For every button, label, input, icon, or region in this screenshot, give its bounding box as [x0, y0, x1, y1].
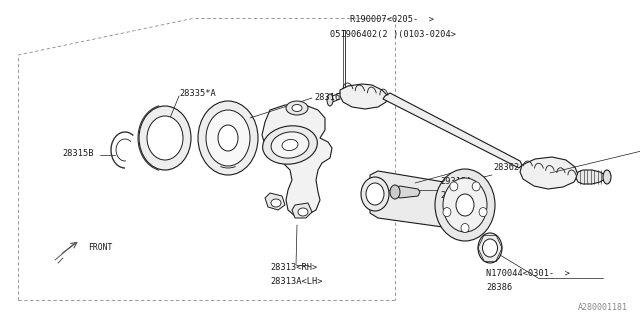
- Text: FRONT: FRONT: [88, 244, 113, 252]
- Ellipse shape: [479, 208, 487, 217]
- Text: 28315B: 28315B: [62, 149, 93, 158]
- Ellipse shape: [271, 199, 281, 207]
- Ellipse shape: [456, 194, 474, 216]
- Ellipse shape: [262, 126, 317, 164]
- Polygon shape: [520, 157, 578, 189]
- Ellipse shape: [443, 178, 487, 232]
- Ellipse shape: [286, 101, 308, 115]
- Text: R190007<0205-  >: R190007<0205- >: [350, 15, 434, 25]
- Ellipse shape: [483, 239, 497, 257]
- Polygon shape: [265, 193, 285, 210]
- Ellipse shape: [450, 182, 458, 191]
- Polygon shape: [340, 84, 388, 109]
- Text: A280001181: A280001181: [578, 303, 628, 312]
- Polygon shape: [576, 170, 605, 184]
- Ellipse shape: [366, 183, 384, 205]
- Ellipse shape: [361, 177, 389, 211]
- Ellipse shape: [198, 101, 258, 175]
- Ellipse shape: [298, 208, 308, 216]
- Ellipse shape: [461, 223, 469, 233]
- Polygon shape: [395, 186, 420, 198]
- Ellipse shape: [206, 110, 250, 166]
- Ellipse shape: [472, 182, 480, 191]
- Text: 28335*A: 28335*A: [179, 89, 216, 98]
- Ellipse shape: [390, 185, 400, 199]
- Polygon shape: [262, 105, 332, 216]
- Polygon shape: [370, 171, 465, 228]
- Text: 051906402(2 )(0103-0204>: 051906402(2 )(0103-0204>: [330, 29, 456, 38]
- Ellipse shape: [603, 170, 611, 184]
- Ellipse shape: [218, 125, 238, 151]
- Ellipse shape: [435, 169, 495, 241]
- Ellipse shape: [292, 105, 302, 111]
- Text: 28362: 28362: [493, 164, 519, 172]
- Ellipse shape: [478, 233, 502, 263]
- Ellipse shape: [139, 106, 191, 170]
- Text: N170044<0301-  >: N170044<0301- >: [486, 268, 570, 277]
- Text: 29315A: 29315A: [440, 178, 472, 187]
- Polygon shape: [292, 203, 312, 218]
- Ellipse shape: [443, 208, 451, 217]
- Text: 28365: 28365: [440, 191, 467, 201]
- Ellipse shape: [327, 94, 333, 106]
- Text: 28386: 28386: [486, 283, 512, 292]
- Text: 28316: 28316: [314, 92, 340, 101]
- Ellipse shape: [271, 132, 309, 158]
- Ellipse shape: [282, 140, 298, 150]
- Ellipse shape: [147, 116, 183, 160]
- Polygon shape: [383, 93, 522, 168]
- Text: 28313A<LH>: 28313A<LH>: [270, 277, 323, 286]
- Text: 28313<RH>: 28313<RH>: [270, 263, 317, 273]
